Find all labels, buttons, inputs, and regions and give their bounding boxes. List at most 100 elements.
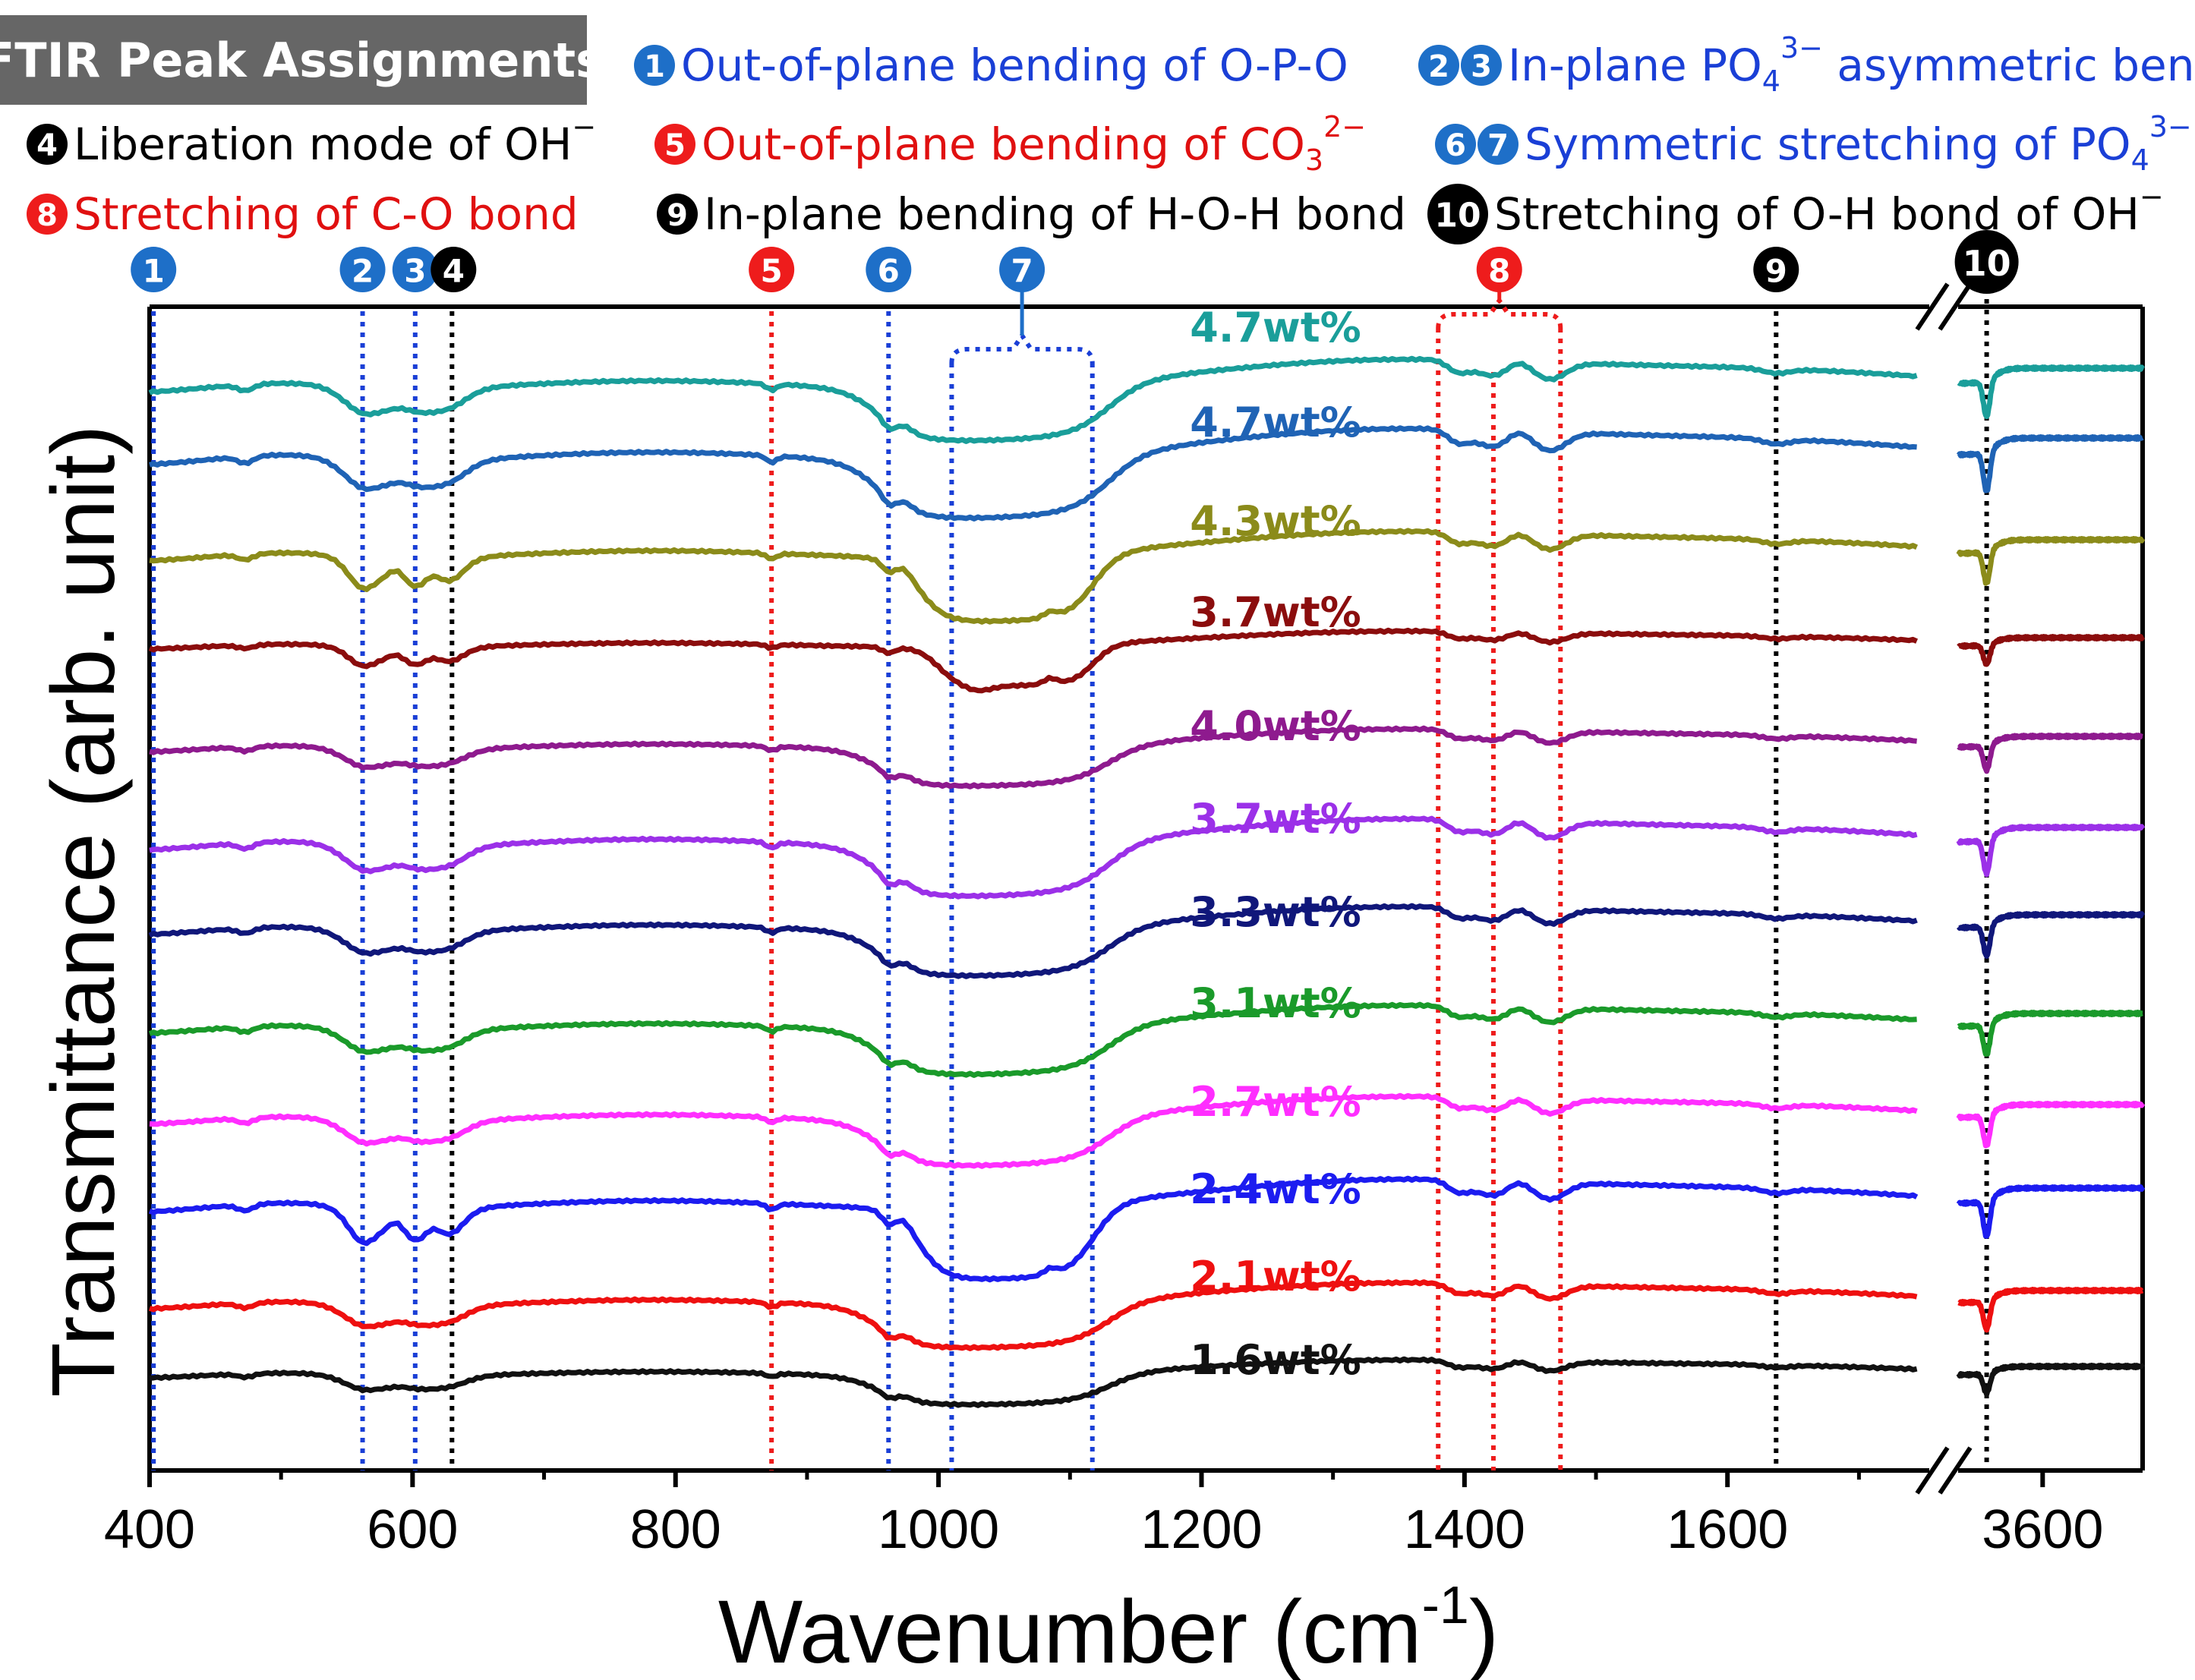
legend-label: In-plane bending of H-O-H bond bbox=[704, 188, 1406, 240]
legend-label: Liberation mode of OH− bbox=[74, 110, 596, 170]
legend-item: 5 Out-of-plane bending of CO32− bbox=[654, 110, 1366, 177]
series-labels: 4.7wt% 4.7wt% 4.3wt% 3.7wt% 4.0wt% 3.7wt% 3.3w… bbox=[1190, 304, 1361, 1384]
legend-label: Stretching of C-O bond bbox=[74, 188, 579, 240]
peak-badge-icon bbox=[749, 247, 795, 292]
spectrum-line-break bbox=[1957, 1010, 2145, 1057]
legend-badge-icon bbox=[657, 194, 698, 235]
peak-badge-number: 3 bbox=[404, 253, 426, 290]
series-label: 4.7wt% bbox=[1190, 399, 1361, 446]
legend-badge-number: 1 bbox=[644, 49, 665, 84]
x-tick-label: 1200 bbox=[1140, 1499, 1262, 1560]
axis-break-mark bbox=[1915, 1446, 1950, 1495]
spectrum-line bbox=[149, 528, 1919, 625]
legend-label-sub: 3 bbox=[1305, 143, 1323, 177]
series-label: 4.3wt% bbox=[1190, 497, 1361, 545]
legend-badge-number: 10 bbox=[1434, 197, 1481, 235]
spectrum-line-break bbox=[1957, 1287, 2145, 1333]
x-axis-ticks: 400 600 800 1000 1200 1400 1600 3600 bbox=[104, 1470, 2103, 1560]
peak-badge-icon bbox=[1753, 247, 1799, 292]
legend-item: 10 Stretching of O-H bond of OH− bbox=[1427, 180, 2164, 244]
legend-badge-number: 5 bbox=[664, 128, 686, 163]
series-label: 3.7wt% bbox=[1190, 795, 1361, 843]
spectrum-line bbox=[149, 1092, 1918, 1169]
legend-item: 9 In-plane bending of H-O-H bond bbox=[657, 188, 1406, 240]
plot-frame bbox=[147, 276, 2145, 1501]
chart-title: FTIR Peak Assignments bbox=[0, 33, 604, 88]
x-axis-label-close: ) bbox=[1469, 1582, 1499, 1680]
series-lines bbox=[148, 355, 2146, 1408]
legend-badge-number: 3 bbox=[1471, 49, 1492, 84]
series-label: 2.7wt% bbox=[1190, 1078, 1361, 1126]
x-tick-label: 1400 bbox=[1404, 1499, 1525, 1560]
legend-label-main: In-plane bending of H-O-H bond bbox=[704, 188, 1406, 240]
peak-assignment-legend: 1 Out-of-plane bending of O-P-O 2 3 In-plane… bbox=[27, 31, 2195, 244]
x-tick-label: 600 bbox=[367, 1499, 458, 1560]
legend-badge-icon bbox=[27, 124, 68, 165]
legend-label-main: Out-of-plane bending of O-P-O bbox=[681, 39, 1348, 91]
legend-label-sup: − bbox=[2140, 180, 2164, 213]
peak-badge-icon bbox=[131, 247, 177, 292]
spectrum-line bbox=[148, 627, 1919, 694]
legend-badge-number: 7 bbox=[1487, 128, 1509, 163]
x-tick-label: 3600 bbox=[1982, 1499, 2103, 1560]
legend-item: 8 Stretching of C-O bond bbox=[27, 188, 579, 240]
legend-label: In-plane PO43− asymmetric bend bbox=[1508, 31, 2195, 98]
series-label: 4.0wt% bbox=[1190, 702, 1361, 750]
peak-badge-icon bbox=[1954, 230, 2019, 294]
spectrum-line-break bbox=[1956, 1101, 2146, 1149]
spectrum-line bbox=[148, 1175, 1919, 1283]
legend-label: Symmetric stretching of PO43− bbox=[1525, 110, 2192, 177]
legend-badge-icon bbox=[27, 194, 68, 235]
x-tick-label: 1000 bbox=[878, 1499, 999, 1560]
legend-badge-number: 9 bbox=[667, 198, 688, 233]
spectrum-line-break bbox=[1957, 364, 2145, 420]
spectrum-line-break bbox=[1956, 1363, 2146, 1398]
legend-item: 6 7 Symmetric stretching of PO43− bbox=[1435, 110, 2192, 177]
legend-label-tail: asymmetric bend bbox=[1823, 39, 2195, 91]
legend-badge-number: 6 bbox=[1445, 128, 1466, 163]
series-label: 2.4wt% bbox=[1190, 1165, 1361, 1213]
x-axis-label-main: Wavenumber (cm bbox=[718, 1582, 1422, 1680]
legend-label-sub: 4 bbox=[2131, 143, 2149, 177]
legend-label: Stretching of O-H bond of OH− bbox=[1494, 180, 2164, 240]
legend-label-sup: − bbox=[572, 110, 596, 143]
legend-badge-number: 8 bbox=[36, 198, 58, 233]
legend-label-sup: 3− bbox=[2149, 110, 2192, 143]
legend-badge-icon bbox=[1418, 45, 1459, 86]
legend-label-sub: 4 bbox=[1762, 65, 1780, 98]
legend-label-main: Symmetric stretching of PO bbox=[1525, 118, 2131, 170]
peak-range-bracket bbox=[949, 331, 1095, 364]
axis-break-mark bbox=[1915, 282, 1950, 331]
y-axis-label: Transmittance (arb. unit) bbox=[33, 425, 134, 1398]
x-tick-label: 400 bbox=[104, 1499, 195, 1560]
spectrum-line-break bbox=[1957, 733, 2145, 774]
legend-badge-icon bbox=[654, 124, 695, 165]
peak-badge-icon bbox=[999, 247, 1045, 292]
spectrum-line bbox=[148, 355, 1918, 444]
peak-badge-number: 10 bbox=[1963, 243, 2011, 284]
legend-label: Out-of-plane bending of O-P-O bbox=[681, 39, 1348, 91]
spectrum-line bbox=[148, 1279, 1918, 1351]
x-axis-label: Wavenumber (cm-1) bbox=[718, 1575, 1499, 1680]
series-label: 2.1wt% bbox=[1190, 1253, 1361, 1300]
series-label: 3.7wt% bbox=[1190, 588, 1361, 636]
legend-badge-icon bbox=[1478, 124, 1519, 165]
x-axis-label-sup: -1 bbox=[1422, 1575, 1469, 1634]
series-label: 4.7wt% bbox=[1190, 304, 1361, 351]
spectrum-line bbox=[149, 815, 1918, 900]
legend-label-main: In-plane PO bbox=[1508, 39, 1762, 91]
spectrum-line bbox=[149, 425, 1917, 522]
legend-label-main: Stretching of O-H bond of OH bbox=[1494, 188, 2140, 240]
legend-label-sup: 3− bbox=[1780, 31, 1823, 65]
peak-badge-icon bbox=[1476, 247, 1522, 292]
peak-badges: 1 2 3 4 5 6 7 8 9 10 bbox=[131, 230, 2019, 294]
series-label: 3.1wt% bbox=[1190, 979, 1361, 1027]
spectrum-line bbox=[148, 1001, 1917, 1078]
peak-badge-icon bbox=[866, 247, 912, 292]
axis-break-mark bbox=[1938, 282, 1973, 331]
legend-badge-icon bbox=[1435, 124, 1476, 165]
spectrum-line bbox=[149, 1356, 1918, 1408]
spectrum-line bbox=[148, 903, 1918, 979]
peak-badge-number: 6 bbox=[878, 253, 900, 290]
spectrum-line-break bbox=[1956, 911, 2146, 960]
